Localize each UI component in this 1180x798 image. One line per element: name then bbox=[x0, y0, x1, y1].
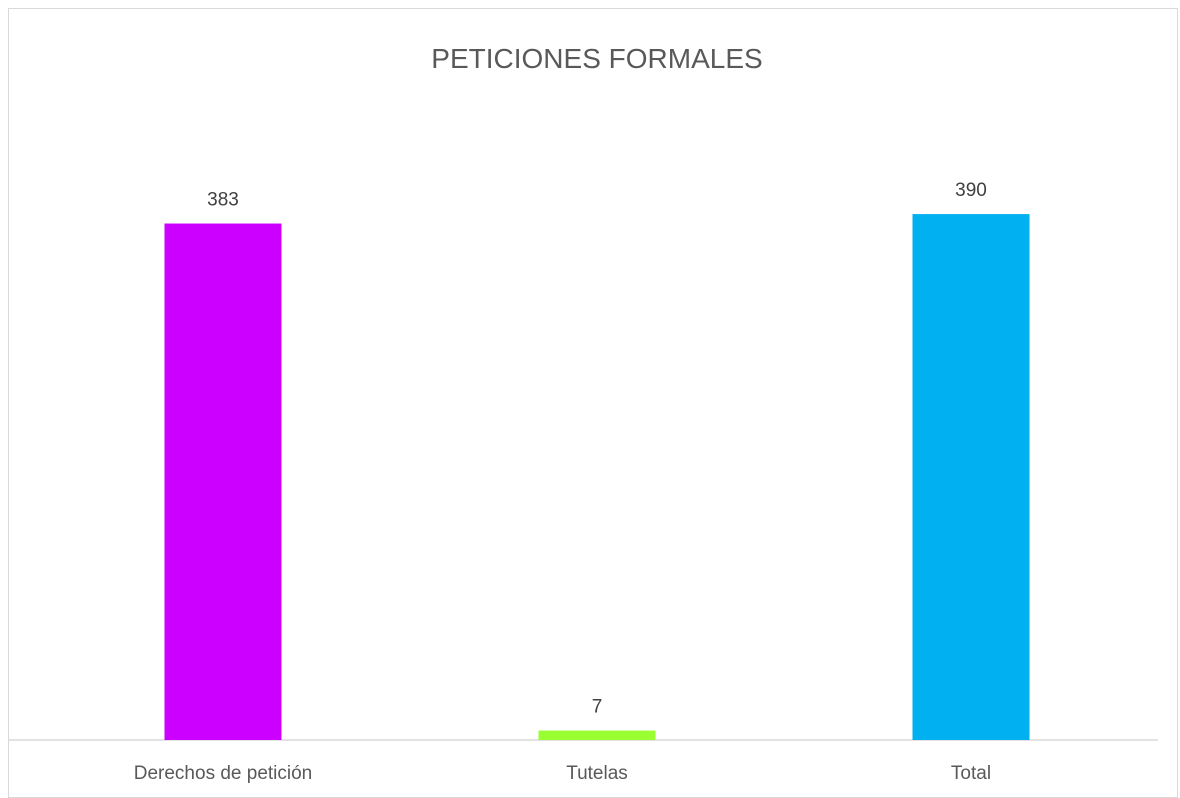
x-tick-label-1: Tutelas bbox=[566, 763, 628, 784]
x-tick-label-0: Derechos de petición bbox=[134, 763, 313, 784]
bar-2 bbox=[912, 214, 1030, 740]
data-label-1: 7 bbox=[592, 697, 603, 718]
data-label-0: 383 bbox=[207, 190, 239, 211]
bars-group bbox=[164, 214, 1030, 740]
data-labels-group: 383 7 390 bbox=[207, 180, 987, 717]
data-label-2: 390 bbox=[955, 180, 987, 201]
chart-title: PETICIONES FORMALES bbox=[431, 43, 762, 74]
x-tick-label-2: Total bbox=[951, 763, 991, 784]
bar-0 bbox=[164, 223, 282, 740]
bar-1 bbox=[538, 730, 656, 740]
x-tick-labels-group: Derechos de petición Tutelas Total bbox=[134, 763, 991, 784]
